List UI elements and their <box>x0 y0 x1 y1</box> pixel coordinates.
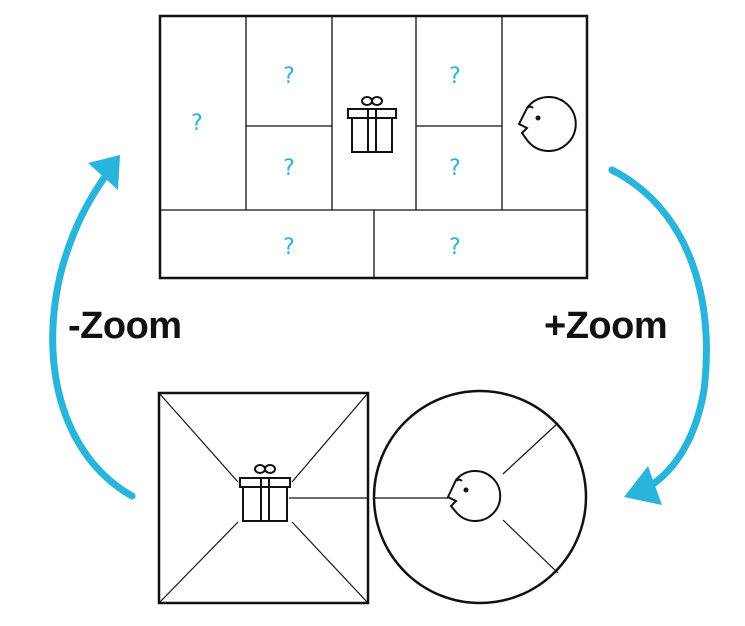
question-mark: ? <box>449 156 461 181</box>
zoom-out-arrow <box>49 168 136 500</box>
gift-icon <box>347 96 397 153</box>
question-mark: ? <box>449 64 461 89</box>
question-mark: ? <box>283 156 295 181</box>
question-marks: ? ? ? ? ? ? ? <box>191 64 461 260</box>
question-mark: ? <box>283 64 295 89</box>
question-mark: ? <box>449 235 461 260</box>
zoomed-out-square <box>157 391 370 605</box>
question-mark: ? <box>283 235 295 260</box>
person-face-icon <box>517 96 577 152</box>
zoomed-in-circle <box>372 389 588 605</box>
person-face-icon <box>446 470 502 522</box>
zoom-in-label: +Zoom <box>544 305 668 347</box>
zoom-in-arrow <box>608 166 710 490</box>
zoom-out-arrowhead <box>88 155 120 190</box>
canvas-grid <box>158 14 589 280</box>
question-mark: ? <box>191 111 203 136</box>
zoom-out-label: -Zoom <box>68 305 182 347</box>
zoom-in-arrowhead <box>624 466 662 505</box>
gift-icon <box>239 464 291 522</box>
